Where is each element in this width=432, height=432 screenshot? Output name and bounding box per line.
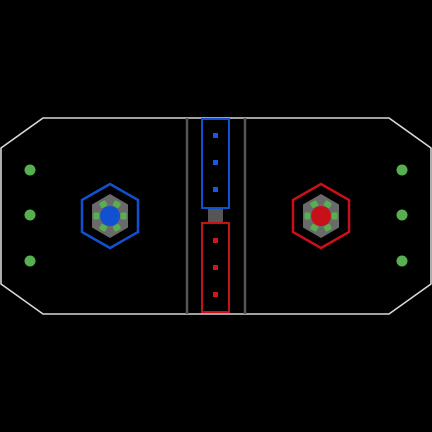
red-goal-ring-peg	[304, 212, 311, 220]
red-zone-marker	[213, 265, 218, 270]
right-side-peg	[396, 255, 408, 267]
left-side-peg	[24, 255, 36, 267]
blue-goal-center	[100, 206, 120, 226]
red-goal	[291, 182, 351, 250]
red-goal-ring-peg	[310, 223, 319, 232]
red-zone-marker	[213, 238, 218, 243]
blue-goal-ring-peg	[99, 223, 108, 232]
blue-goal-ring-peg	[120, 212, 127, 220]
blue-zone-marker	[213, 187, 218, 192]
blue-zone-marker	[213, 160, 218, 165]
blue-goal-ring-peg	[99, 200, 108, 209]
left-side-peg	[24, 164, 36, 176]
red-goal-hexagon	[291, 182, 351, 250]
red-zone	[201, 222, 230, 313]
red-goal-center	[311, 206, 331, 226]
red-zone-marker	[213, 292, 218, 297]
center-block	[208, 208, 223, 223]
field-outline	[0, 117, 432, 315]
red-goal-ring-peg	[310, 200, 319, 209]
red-goal-ring-peg	[323, 200, 332, 209]
red-goal-ring-peg	[331, 212, 338, 220]
blue-goal-ring-peg	[93, 212, 100, 220]
blue-goal-ring-peg	[112, 200, 121, 209]
blue-goal-ring-peg	[112, 223, 121, 232]
blue-zone	[201, 118, 230, 209]
blue-goal-ring	[93, 200, 127, 232]
blue-zone-marker	[213, 133, 218, 138]
red-goal-ring-peg	[323, 223, 332, 232]
right-side-peg	[396, 209, 408, 221]
left-side-peg	[24, 209, 36, 221]
red-goal-ring	[304, 200, 338, 232]
blue-goal-hexagon	[80, 182, 140, 250]
right-side-peg	[396, 164, 408, 176]
blue-goal	[80, 182, 140, 250]
